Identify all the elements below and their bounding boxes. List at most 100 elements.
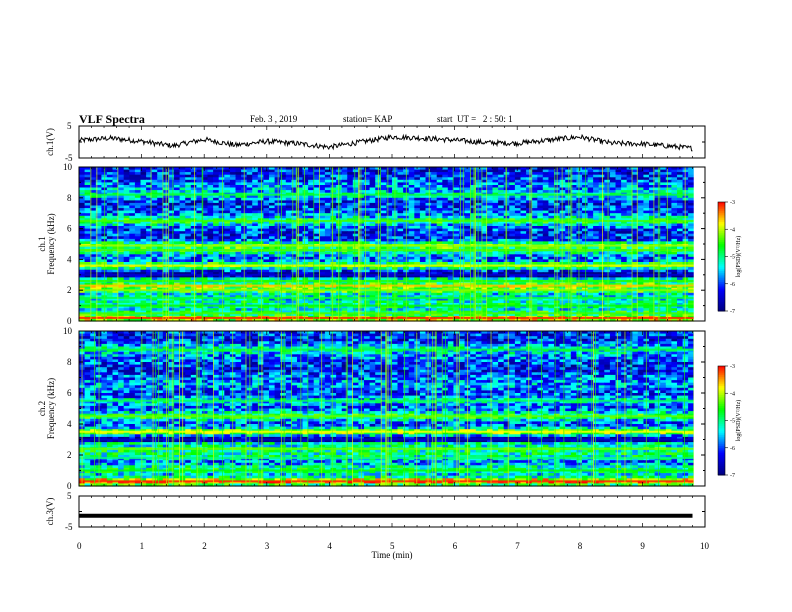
heatmap-cell [570,254,577,258]
heatmap-cell [632,172,639,176]
heatmap-cell [570,195,577,199]
heatmap-cell [682,208,689,212]
heatmap-cell [257,262,264,266]
heatmap-cell [665,202,672,207]
heatmap-cell [291,231,298,235]
heatmap-cell [548,167,555,171]
heatmap-cell [95,233,102,237]
heatmap-cell [542,169,549,173]
heatmap-cell [643,213,650,217]
heatmap-cell [263,215,270,219]
heatmap-cell [297,231,304,235]
heatmap-cell [146,233,153,237]
heatmap-cell [526,259,533,263]
heatmap-cell [459,256,466,260]
heatmap-cell [442,187,449,191]
heatmap-cell [79,231,86,235]
heatmap-cell [559,195,566,199]
heatmap-cell [682,182,689,186]
heatmap-cell [487,197,494,201]
heatmap-cell [643,267,650,271]
heatmap-cell [174,246,181,250]
heatmap-cell [509,220,516,225]
heatmap-cell [347,220,354,225]
heatmap-cell [677,172,684,176]
heatmap-cell [626,262,633,266]
heatmap-cell [604,241,611,245]
heatmap-cell [297,205,304,209]
heatmap-cell [246,215,253,219]
heatmap-cell [459,177,466,181]
heatmap-cell [609,267,617,271]
heatmap-cell [224,236,231,240]
heatmap-cell [280,200,287,204]
heatmap-cell [319,254,326,258]
heatmap-cell [414,185,421,189]
heatmap-cell [146,254,153,258]
heatmap-cell [487,236,494,240]
heatmap-cell [157,187,164,191]
heatmap-cell [95,213,102,217]
heatmap-cell [369,187,376,191]
heatmap-cell [609,246,617,250]
heatmap-cell [201,220,209,225]
heatmap-cell [380,246,387,250]
heatmap-cell [470,251,477,255]
heatmap-cell [297,246,304,250]
heatmap-cell [140,205,147,209]
heatmap-cell [336,205,343,209]
heatmap-cell [285,190,292,194]
heatmap-cell [285,231,292,235]
heatmap-cell [436,177,443,181]
heatmap-cell [498,262,505,266]
heatmap-cell [269,174,276,178]
heatmap-cell [140,208,147,212]
heatmap-cell [531,226,538,230]
heatmap-cell [470,172,477,176]
heatmap-cell [140,179,147,183]
heatmap-cell [364,236,371,240]
heatmap-cell [341,172,348,176]
heatmap-cell [129,226,136,230]
heatmap-cell [140,231,147,235]
heatmap-cell [352,256,359,260]
heatmap-cell [514,228,522,232]
heatmap-cell [218,231,225,235]
heatmap-cell [570,185,577,189]
heatmap-cell [649,213,656,217]
heatmap-cell [319,231,326,235]
heatmap-cell [542,220,549,225]
heatmap-cell [213,256,220,260]
heatmap-cell [598,179,605,183]
heatmap-cell [269,210,276,214]
heatmap-cell [347,172,354,176]
heatmap-cell [671,169,678,173]
heatmap-cell [688,174,695,178]
heatmap-cell [593,187,600,191]
heatmap-cell [414,187,421,191]
heatmap-cell [475,220,482,225]
heatmap-cell [453,167,460,171]
heatmap-cell [369,195,376,199]
heatmap-cell [509,202,516,207]
heatmap-cell [688,236,695,240]
heatmap-cell [179,172,186,176]
heatmap-cell [336,200,343,204]
heatmap-cell [224,167,231,171]
heatmap-cell [414,190,421,194]
heatmap-cell [263,185,270,189]
heatmap-cell [576,202,583,207]
heatmap-cell [632,208,639,212]
heatmap-cell [431,236,438,240]
heatmap-cell [213,251,220,255]
heatmap-cell [95,210,102,214]
heatmap-cell [291,179,298,183]
heatmap-cell [559,262,566,266]
heatmap-cell [442,238,449,243]
heatmap-cell [118,256,125,260]
heatmap-cell [677,251,684,255]
heatmap-cell [90,269,97,273]
heatmap-cell [386,251,393,255]
heatmap-cell [179,238,186,243]
heatmap-cell [649,238,656,243]
